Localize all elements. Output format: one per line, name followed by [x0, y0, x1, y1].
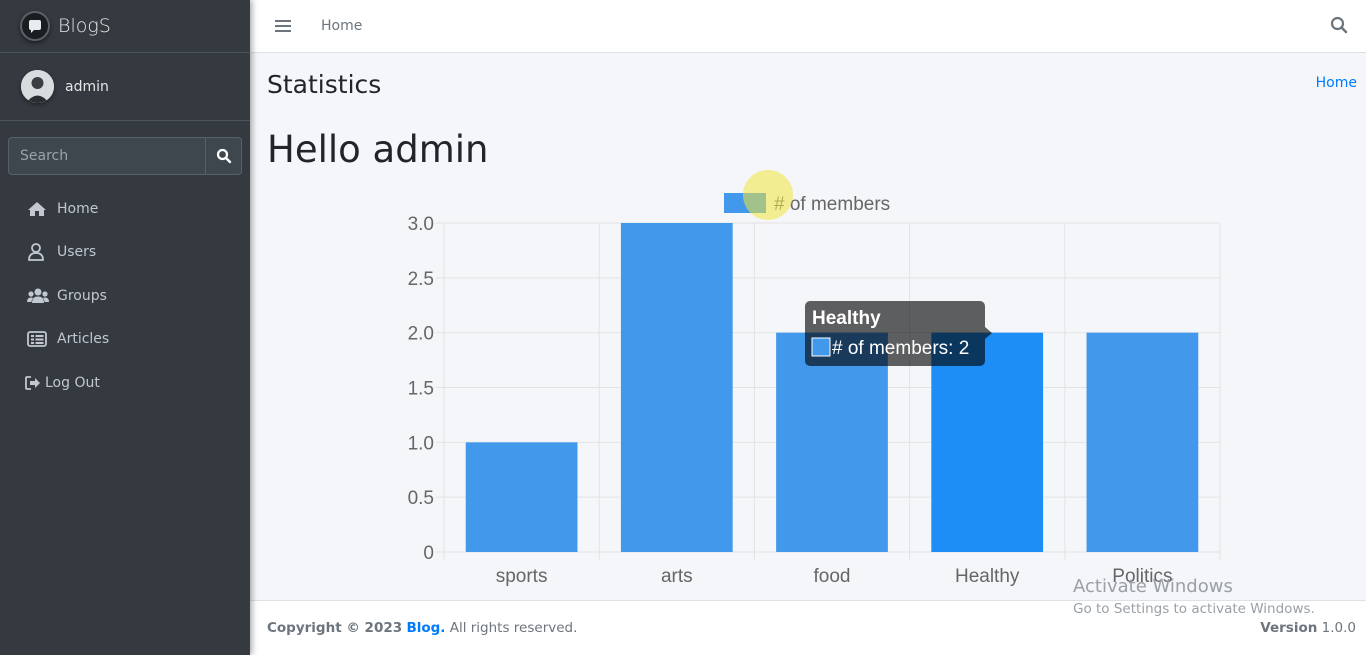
x-tick-label: food — [814, 566, 851, 587]
y-tick-label: 1.0 — [408, 433, 434, 454]
sidebar-item-logout[interactable]: Log Out — [0, 361, 250, 405]
tooltip-swatch — [811, 337, 831, 357]
watermark-subtitle: Go to Settings to activate Windows. — [1073, 601, 1315, 617]
sidebar-item-label: Users — [57, 244, 97, 261]
tooltip-title: Healthy — [812, 308, 881, 329]
search-icon — [216, 148, 231, 164]
greeting-heading: Hello admin — [267, 128, 489, 171]
sidebar-item-label: Log Out — [45, 374, 100, 391]
user-name[interactable]: admin — [65, 78, 109, 95]
sidebar-item-label: Groups — [57, 287, 107, 304]
footer-copyright: Copyright © 2023 Blog. All rights reserv… — [267, 620, 578, 636]
sidebar-search — [8, 137, 242, 175]
y-tick-label: 0.5 — [408, 488, 434, 509]
content-header: Statistics Home — [267, 70, 1357, 110]
bar-politics — [1086, 332, 1199, 552]
chart-svg: 0 0.5 1.0 1.5 2.0 2.5 3.0 sports arts food Healthy… — [408, 193, 1221, 587]
sidebar-nav: Home Users Groups Articles Log Out — [0, 187, 250, 405]
main-sidebar: BlogS admin Home Users G — [0, 0, 250, 655]
footer-version: Version 1.0.0 — [1260, 620, 1356, 636]
x-tick-label: sports — [496, 566, 548, 587]
brand-text: BlogS — [58, 15, 111, 37]
brand-link[interactable]: BlogS — [0, 0, 250, 53]
tooltip-caret — [985, 327, 992, 339]
sign-out-icon — [25, 373, 41, 393]
sidebar-item-groups[interactable]: Groups — [0, 274, 250, 318]
page-title: Statistics — [267, 70, 382, 99]
windows-activation-watermark: Activate Windows Go to Settings to activ… — [1073, 576, 1315, 617]
users-group-icon — [27, 286, 49, 306]
sidebar-item-label: Home — [57, 200, 99, 217]
breadcrumb-home[interactable]: Home — [1315, 75, 1357, 91]
y-tick-label: 0 — [423, 543, 434, 564]
user-icon — [27, 242, 49, 262]
navbar-search-button[interactable] — [1330, 16, 1348, 38]
sidebar-search-input[interactable] — [8, 137, 205, 175]
home-icon — [27, 199, 49, 219]
x-tick-label: Healthy — [955, 566, 1020, 587]
footer-blog-link[interactable]: Blog. — [406, 620, 446, 636]
x-tick-label: Politics — [1112, 566, 1172, 587]
legend-label: # of members — [774, 194, 890, 215]
x-tick-label: arts — [661, 566, 693, 587]
bar-food — [776, 332, 888, 552]
members-chart: 0 0.5 1.0 1.5 2.0 2.5 3.0 sports arts food Healthy… — [360, 180, 1260, 600]
user-avatar — [21, 70, 54, 103]
bar-healthy — [931, 332, 1044, 552]
list-icon — [27, 329, 49, 349]
y-tick-label: 3.0 — [408, 214, 434, 235]
top-navbar: Home — [250, 0, 1366, 53]
user-panel[interactable]: admin — [0, 53, 250, 121]
main-footer: Copyright © 2023 Blog. All rights reserv… — [250, 600, 1366, 655]
watermark-title: Activate Windows — [1073, 576, 1233, 597]
sidebar-item-articles[interactable]: Articles — [0, 318, 250, 362]
tooltip-label: # of members: 2 — [832, 338, 969, 359]
brand-logo-icon — [20, 11, 50, 41]
sidebar-search-button[interactable] — [205, 137, 242, 175]
y-tick-label: 2.0 — [408, 324, 434, 345]
y-tick-label: 2.5 — [408, 269, 434, 290]
sidebar-item-home[interactable]: Home — [0, 187, 250, 231]
bar-sports — [465, 442, 578, 552]
y-tick-label: 1.5 — [408, 379, 434, 400]
tooltip-box — [805, 301, 985, 366]
bar-arts — [620, 223, 733, 552]
sidebar-item-users[interactable]: Users — [0, 231, 250, 275]
cursor-highlight — [743, 170, 793, 220]
sidebar-item-label: Articles — [57, 331, 110, 348]
search-icon — [1330, 16, 1348, 34]
navbar-home-link[interactable]: Home — [321, 18, 363, 34]
menu-toggle-icon[interactable] — [275, 20, 291, 32]
